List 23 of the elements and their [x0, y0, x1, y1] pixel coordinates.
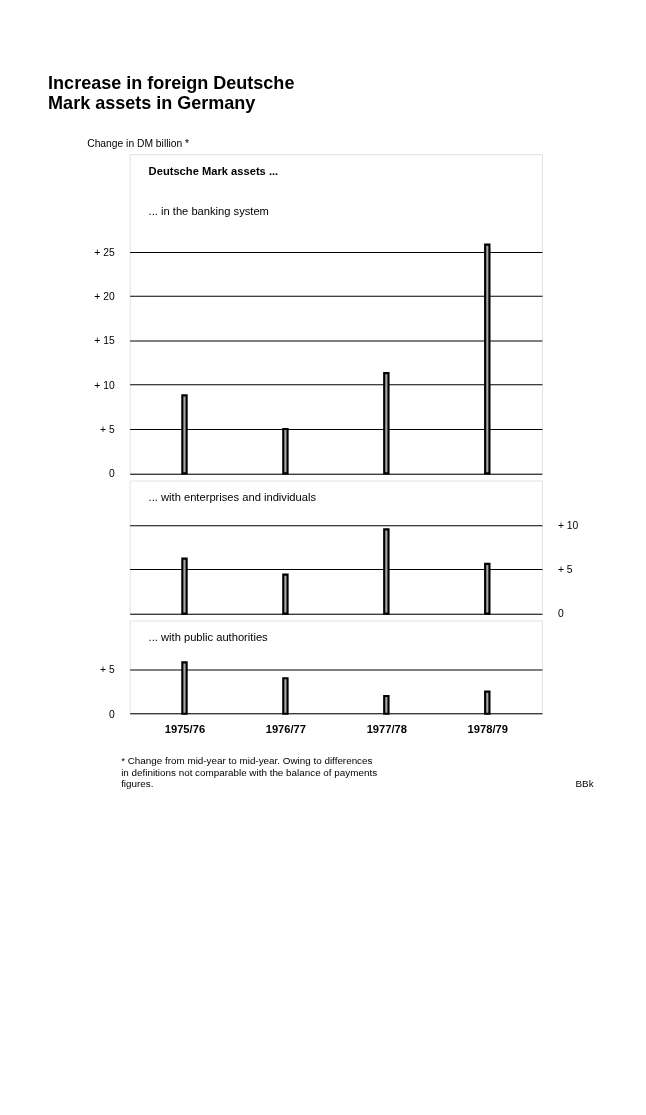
y-tick-label: 0 [108, 708, 115, 720]
text: * Change from mid-year to mid-year. Owing to differences in definitions not comparable with the balance of payments figures. [121, 755, 378, 789]
x-tick-label: 1978/79 [467, 723, 508, 736]
y-tick-label: + 15 [94, 335, 115, 347]
y-tick-label: 0 [108, 468, 115, 480]
y-tick-label: + 5 [100, 664, 115, 676]
text: BBk [575, 777, 594, 789]
y-tick-label: + 10 [94, 379, 115, 391]
annotation: Deutsche Mark assets ... [148, 164, 279, 177]
x-tick-label: 1977/78 [366, 723, 407, 736]
annotation: ... with public authorities [148, 631, 269, 644]
y-tick-label: + 20 [94, 290, 115, 302]
annotation: ... in the banking system [148, 205, 269, 218]
annotation: ... with enterprises and individuals [148, 491, 317, 504]
y-tick-label: + 25 [94, 246, 115, 258]
y-tick-label: 0 [557, 608, 564, 620]
y-axis-title: Change in DM billion * [87, 137, 190, 149]
y-tick-label: + 5 [557, 564, 573, 576]
chart-title: Increase in foreign Deutsche Mark assets in Germany [48, 72, 295, 113]
y-tick-label: + 5 [100, 423, 115, 435]
y-tick-label: + 10 [557, 519, 579, 531]
x-tick-label: 1975/76 [164, 723, 206, 736]
x-tick-label: 1976/77 [265, 723, 307, 736]
